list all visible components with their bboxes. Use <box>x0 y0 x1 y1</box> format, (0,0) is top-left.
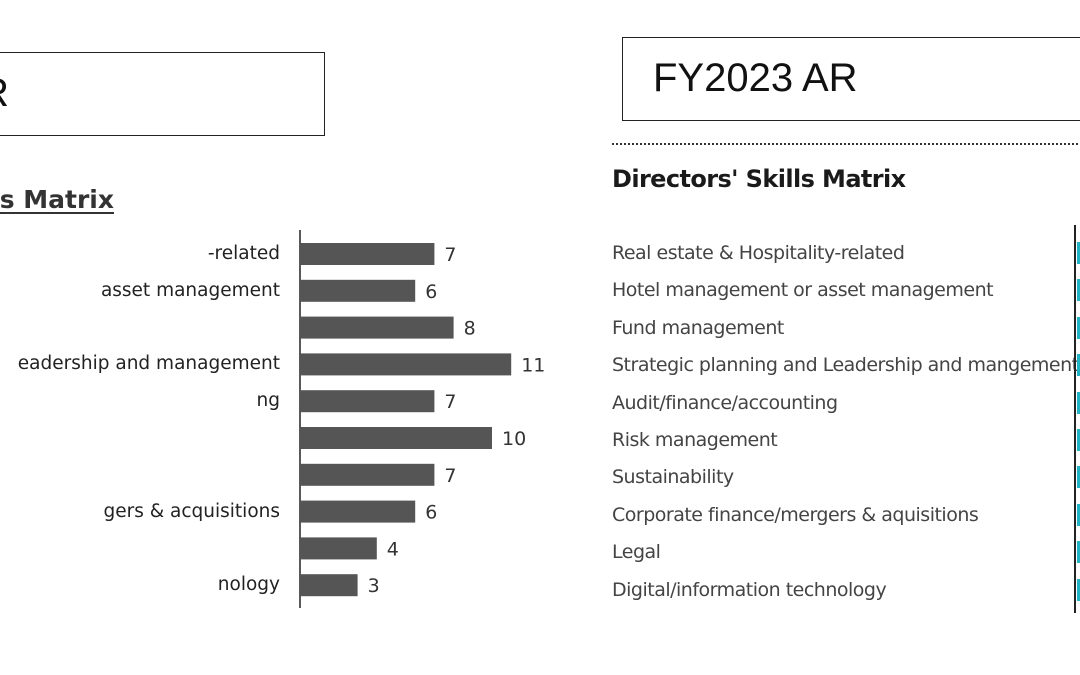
bar <box>1077 578 1080 601</box>
category-label: Fund management <box>612 316 784 339</box>
bar <box>300 316 454 339</box>
bar <box>300 463 435 486</box>
bar-value-label: 7 <box>444 465 456 487</box>
bar <box>300 574 358 597</box>
bar-value-label: 4 <box>387 538 399 560</box>
bar-value-label: 6 <box>425 281 437 303</box>
bar <box>1077 242 1080 264</box>
bar-value-label: 6 <box>425 502 437 524</box>
category-label: Corporate finance/mergers & aquisitions <box>612 503 979 526</box>
category-label: -related <box>207 243 280 264</box>
right-report-header-text: FY2023 AR <box>653 56 858 100</box>
bar <box>1077 391 1080 414</box>
category-label: ng <box>256 390 280 412</box>
left-report-header-text: R <box>0 71 9 116</box>
category-label: eadership and management <box>17 353 280 375</box>
bar <box>300 537 377 560</box>
bar-value-label: 11 <box>521 354 545 376</box>
bar <box>1077 466 1080 489</box>
bar <box>300 390 435 413</box>
bar <box>300 427 492 449</box>
category-label: Sustainability <box>612 466 734 489</box>
bar-value-label: 7 <box>444 391 456 413</box>
category-label: Risk management <box>612 429 778 451</box>
bar-value-label: 10 <box>502 428 526 450</box>
right-chart-title: Directors' Skills Matrix <box>612 165 906 193</box>
bar-value-label: 8 <box>464 318 476 340</box>
bar <box>1077 429 1080 451</box>
right-report-header: FY2023 AR <box>622 37 1080 121</box>
right-chart-axis <box>1074 225 1076 613</box>
bar <box>1077 354 1080 377</box>
category-label: asset management <box>100 279 280 301</box>
category-label: gers & acquisitions <box>103 500 280 522</box>
bar <box>1077 279 1080 302</box>
category-label: Strategic planning and Leadership and ma… <box>612 354 1079 377</box>
dotted-divider <box>612 143 1080 145</box>
bar <box>1077 316 1080 339</box>
bar-value-label: 3 <box>368 575 380 597</box>
category-label: Real estate & Hospitality-related <box>612 242 905 264</box>
category-label: nology <box>217 574 280 596</box>
bar <box>300 500 416 523</box>
left-chart-title: s Matrix <box>0 185 114 214</box>
bar <box>300 279 416 302</box>
category-label: Audit/finance/accounting <box>612 391 838 414</box>
bar <box>300 243 435 265</box>
category-label: Digital/information technology <box>612 578 887 601</box>
bar <box>1077 503 1080 526</box>
category-label: Hotel management or asset management <box>612 279 994 302</box>
left-report-header: R <box>0 52 325 136</box>
bar-value-label: 7 <box>444 244 456 266</box>
bar <box>1077 541 1080 564</box>
bar <box>300 353 512 376</box>
category-label: Legal <box>612 541 661 564</box>
